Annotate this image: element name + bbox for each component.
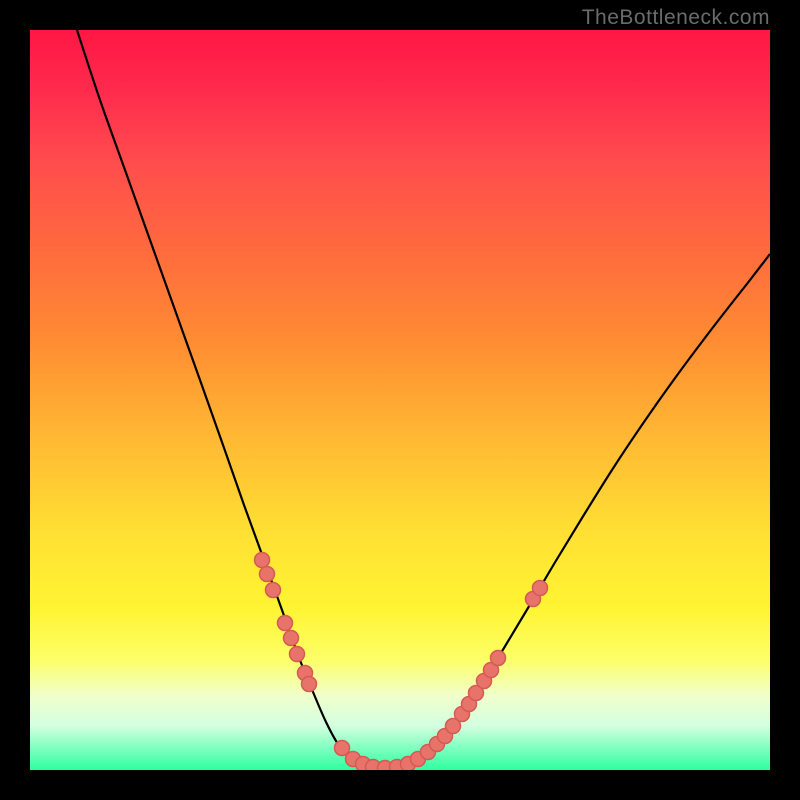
data-marker — [284, 631, 299, 646]
marker-group — [255, 553, 548, 771]
data-marker — [533, 581, 548, 596]
plot-area — [30, 30, 770, 770]
curve-left-branch — [77, 30, 386, 768]
data-marker — [278, 616, 293, 631]
curve-right-branch — [386, 254, 770, 768]
data-marker — [255, 553, 270, 568]
data-marker — [290, 647, 305, 662]
data-marker — [491, 651, 506, 666]
data-marker — [260, 567, 275, 582]
watermark-text: TheBottleneck.com — [582, 6, 770, 30]
data-marker — [266, 583, 281, 598]
data-marker — [302, 677, 317, 692]
curve-layer — [30, 30, 770, 770]
